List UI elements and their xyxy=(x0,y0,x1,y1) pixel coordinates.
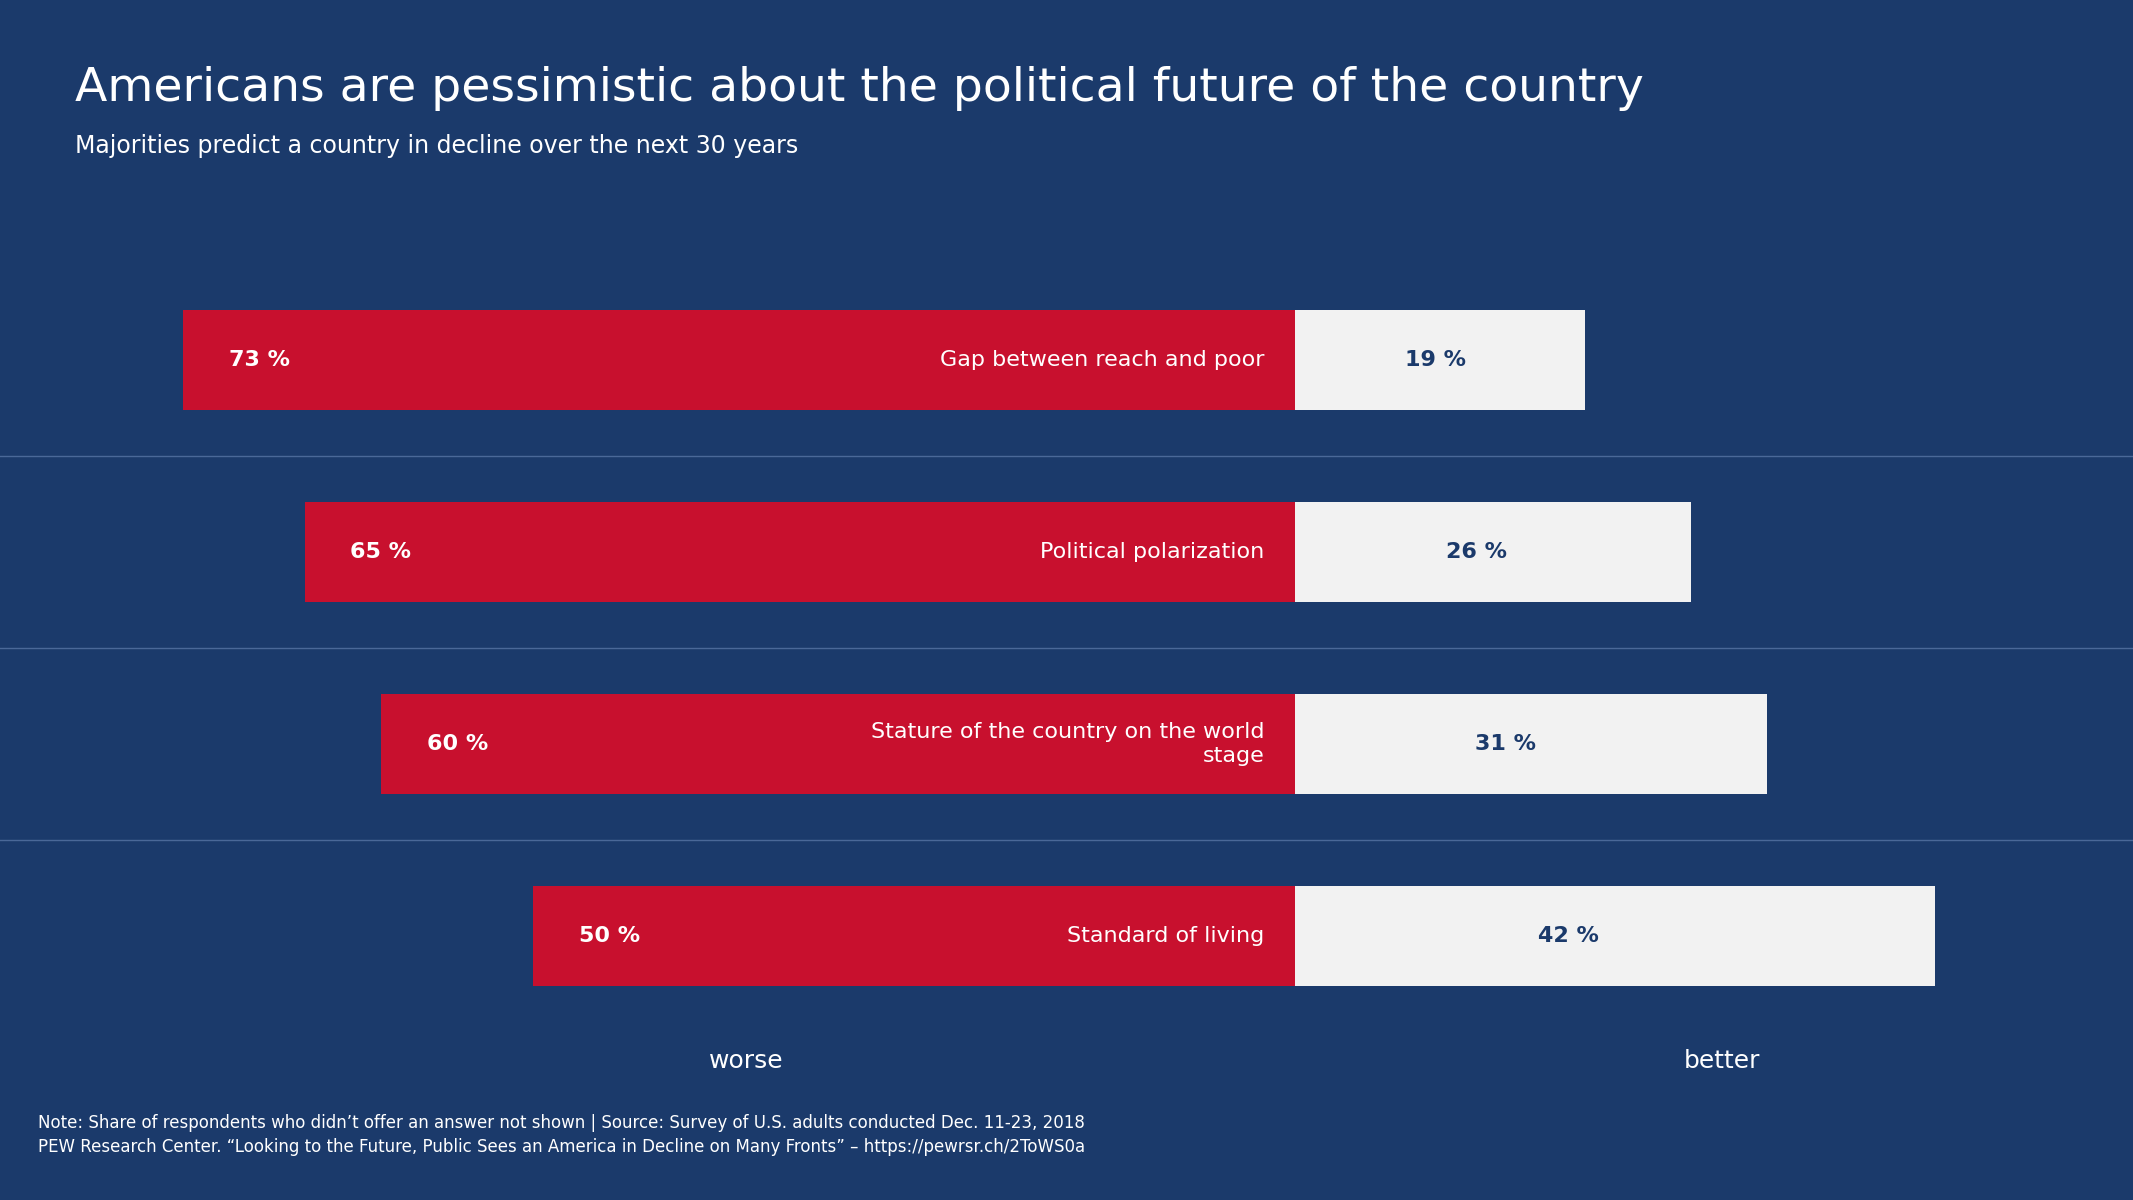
Text: Political polarization: Political polarization xyxy=(1041,542,1265,562)
Bar xyxy=(533,886,1295,986)
Text: 19 %: 19 % xyxy=(1406,350,1465,370)
Text: 42 %: 42 % xyxy=(1538,926,1600,946)
Bar xyxy=(1295,886,1935,986)
Text: 60 %: 60 % xyxy=(427,734,488,754)
Text: 73 %: 73 % xyxy=(228,350,290,370)
Text: Americans are pessimistic about the political future of the country: Americans are pessimistic about the poli… xyxy=(75,66,1645,110)
Text: 50 %: 50 % xyxy=(578,926,640,946)
Bar xyxy=(1295,502,1691,602)
Text: Majorities predict a country in decline over the next 30 years: Majorities predict a country in decline … xyxy=(75,134,798,158)
Text: Note: Share of respondents who didn’t offer an answer not shown | Source: Survey: Note: Share of respondents who didn’t of… xyxy=(38,1114,1086,1132)
Text: 26 %: 26 % xyxy=(1446,542,1506,562)
Bar xyxy=(1295,694,1768,794)
Text: PEW Research Center. “Looking to the Future, Public Sees an America in Decline o: PEW Research Center. “Looking to the Fut… xyxy=(38,1138,1086,1156)
Text: Standard of living: Standard of living xyxy=(1066,926,1265,946)
Text: Stature of the country on the world
stage: Stature of the country on the world stag… xyxy=(870,722,1265,766)
Bar xyxy=(183,310,1295,410)
Bar xyxy=(382,694,1295,794)
Bar xyxy=(1295,310,1585,410)
Text: 31 %: 31 % xyxy=(1474,734,1536,754)
Text: worse: worse xyxy=(710,1049,783,1073)
Text: Gap between reach and poor: Gap between reach and poor xyxy=(941,350,1265,370)
Bar xyxy=(305,502,1295,602)
Text: 65 %: 65 % xyxy=(350,542,412,562)
Text: better: better xyxy=(1683,1049,1760,1073)
